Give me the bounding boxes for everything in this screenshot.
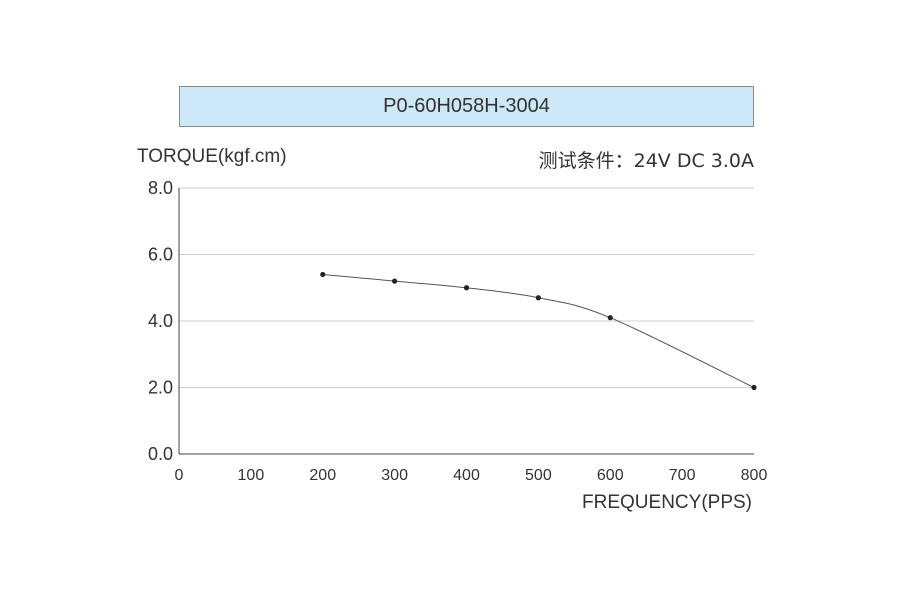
y-tick-label: 8.0 <box>148 178 173 198</box>
data-point <box>535 295 541 301</box>
x-tick-label: 300 <box>381 467 408 484</box>
test-conditions: 测试条件：24V DC 3.0A <box>538 150 754 172</box>
y-tick-label: 6.0 <box>148 245 173 265</box>
x-tick-label: 0 <box>175 467 184 484</box>
data-point <box>751 384 757 391</box>
x-axis-label: FREQUENCY(PPS) <box>582 492 752 513</box>
series-line <box>322 273 755 388</box>
data-point <box>463 285 470 291</box>
x-tick-label: 800 <box>741 467 768 484</box>
data-point <box>392 278 398 284</box>
x-tick-label: 200 <box>309 467 336 484</box>
x-tick-label: 400 <box>453 467 480 484</box>
y-tick-label: 0.0 <box>148 444 173 464</box>
x-tick-label: 600 <box>597 467 624 484</box>
y-axis-label: TORQUE(kgf.cm) <box>137 146 287 167</box>
x-tick-label: 100 <box>238 467 265 484</box>
x-tick-label: 500 <box>525 467 552 484</box>
data-point <box>607 315 613 321</box>
chart-title: P0-60H058H-3004 <box>179 86 754 127</box>
y-tick-label: 2.0 <box>148 378 173 398</box>
y-tick-label: 4.0 <box>148 311 173 331</box>
x-tick-label: 700 <box>669 467 696 484</box>
data-point <box>320 271 326 278</box>
